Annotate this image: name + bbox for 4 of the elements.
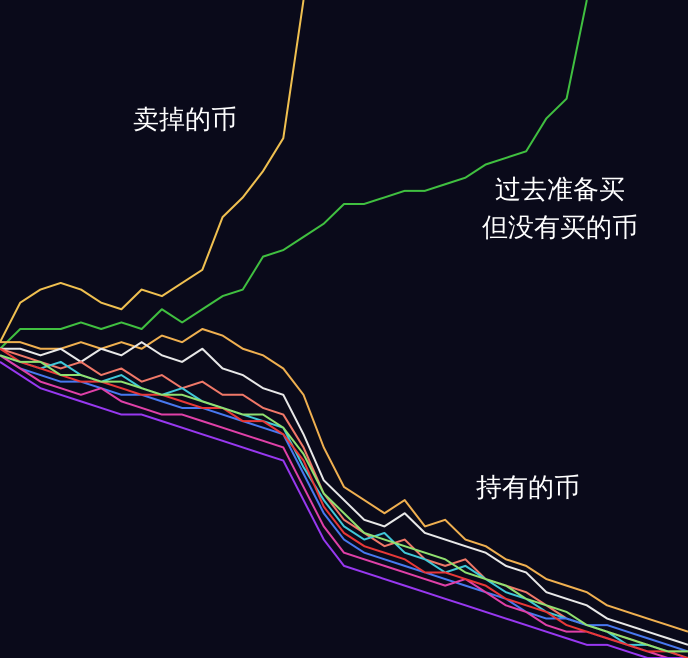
annotation: 卖掉的币	[133, 105, 237, 135]
annotation: 过去准备买	[495, 175, 625, 205]
annotation: 但没有买的币	[482, 213, 638, 243]
annotation: 持有的币	[476, 473, 580, 503]
